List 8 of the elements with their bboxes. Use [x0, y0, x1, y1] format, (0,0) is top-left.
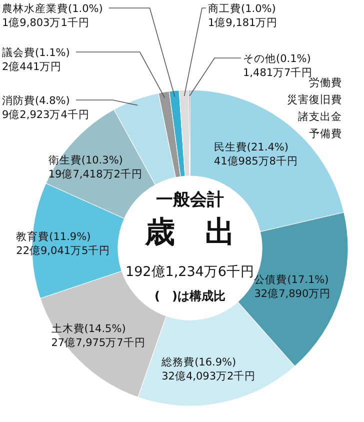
annotation: 予備費: [309, 128, 342, 140]
annotation: 諸支出金: [298, 111, 342, 123]
title: 一般会計: [156, 190, 224, 210]
annotation: 192億1,234万6千円: [126, 264, 254, 280]
annotation: ( )は構成比: [154, 289, 226, 303]
annotation: 災害復旧費: [287, 94, 342, 106]
annotation: 労働費: [309, 77, 342, 89]
subtitle: 歳 出: [145, 215, 235, 250]
